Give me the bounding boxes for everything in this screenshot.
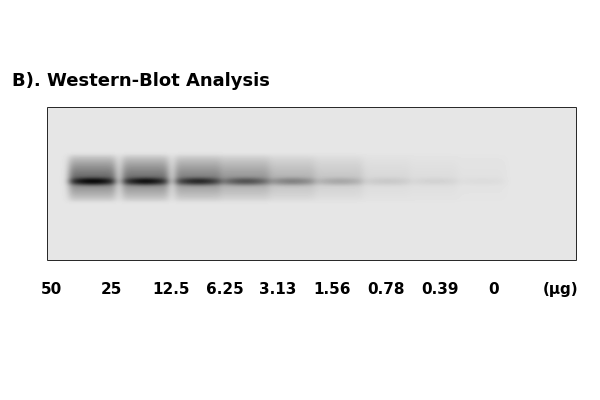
Text: 12.5: 12.5 [152,282,190,297]
Text: 6.25: 6.25 [206,282,244,297]
FancyBboxPatch shape [48,108,576,260]
Text: (µg): (µg) [543,282,579,297]
Text: 25: 25 [100,282,122,297]
Text: 0.39: 0.39 [421,282,458,297]
Text: 0: 0 [488,282,499,297]
Text: B). Western-Blot Analysis: B). Western-Blot Analysis [12,72,270,90]
Text: 50: 50 [40,282,62,297]
Text: 0.78: 0.78 [367,282,404,297]
Text: 1.56: 1.56 [313,282,350,297]
Text: 3.13: 3.13 [259,282,296,297]
